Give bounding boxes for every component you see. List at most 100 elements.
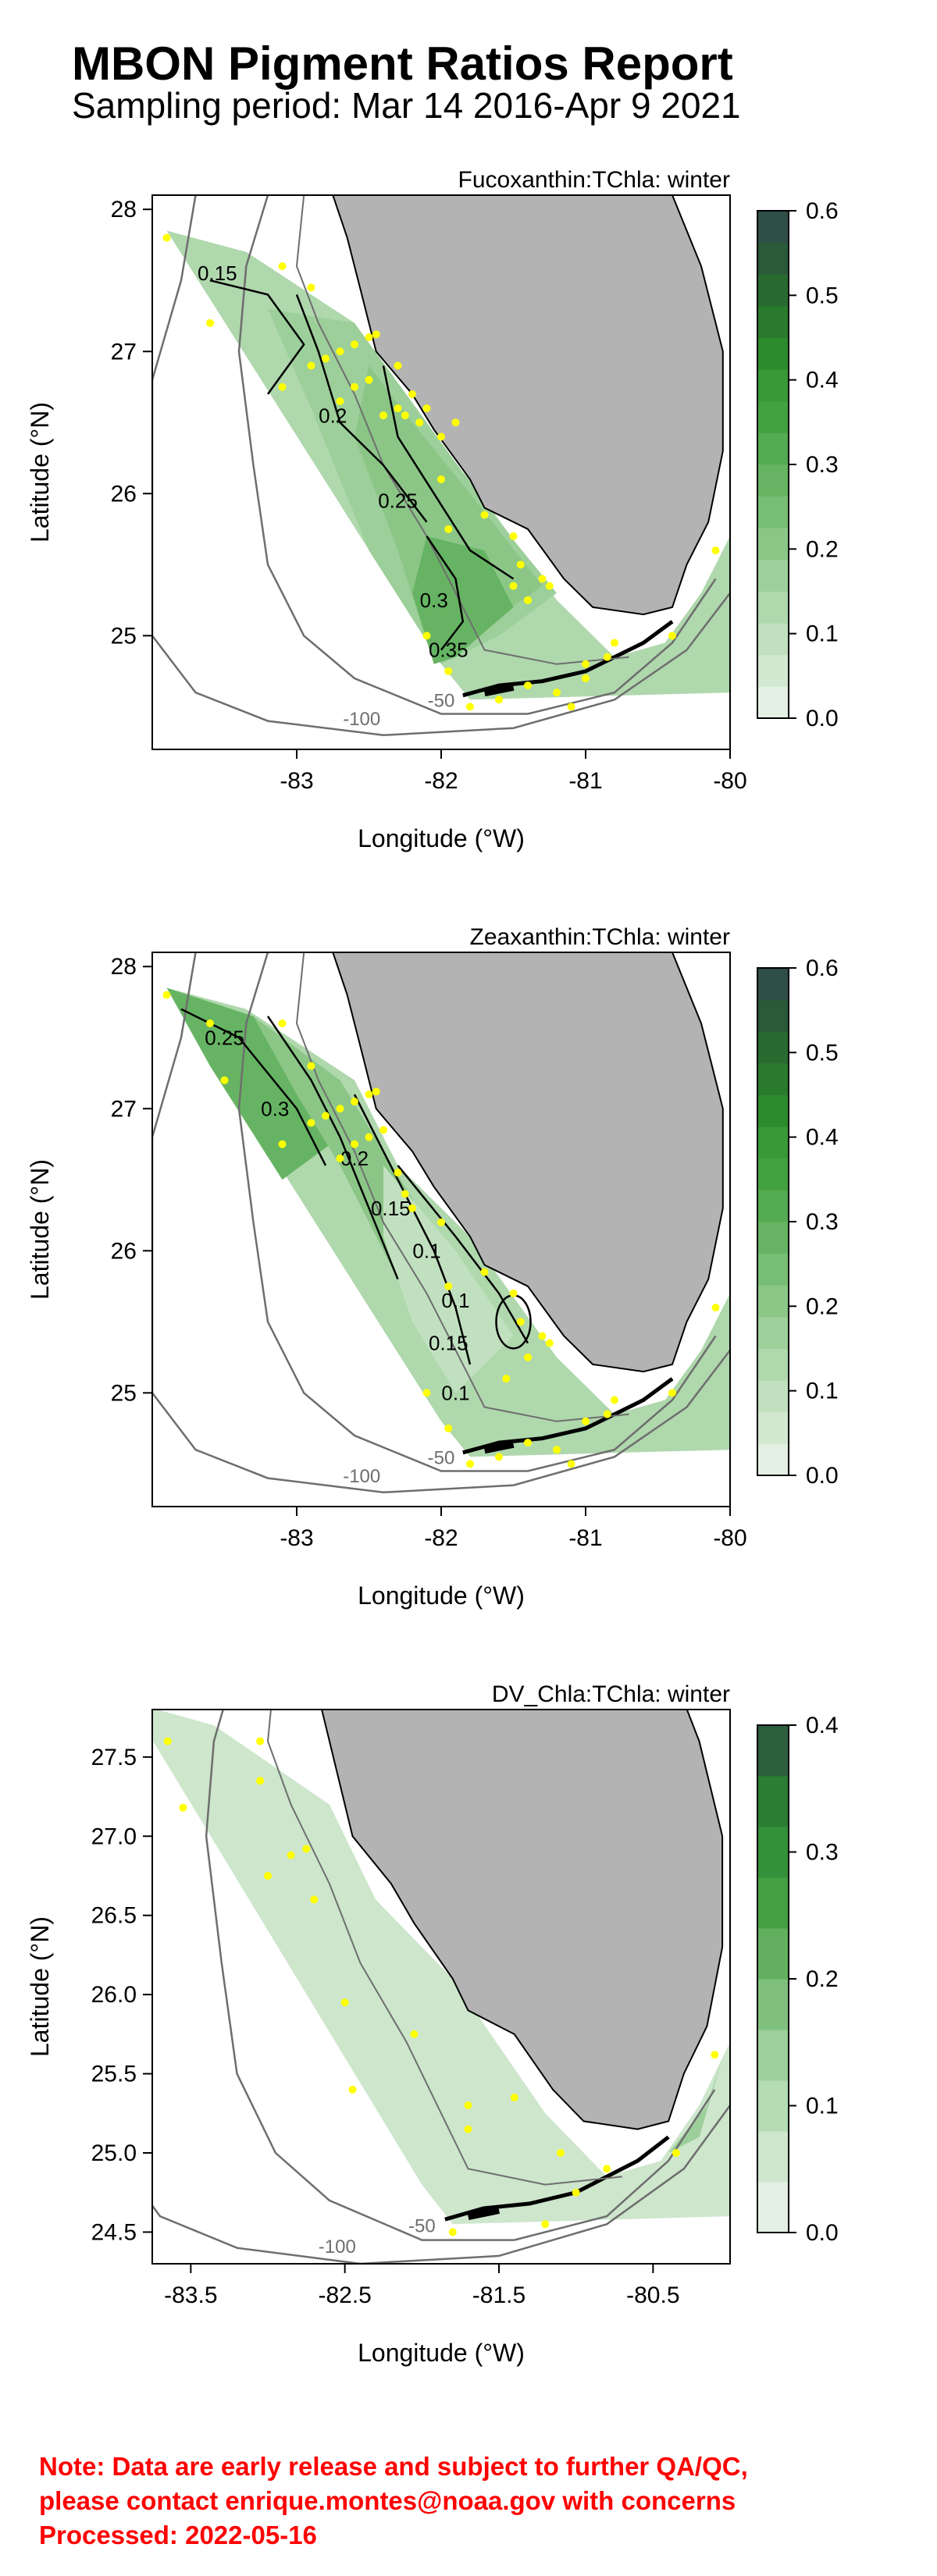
station-point: [302, 1845, 311, 1853]
contour-label: 0.35: [429, 639, 468, 662]
x-tick-label: -83.5: [164, 2282, 217, 2308]
colorbar-level: [757, 2131, 789, 2183]
station-point: [502, 1375, 511, 1383]
colorbar-tick-label: 0.0: [806, 1463, 839, 1489]
y-tick-label: 27: [111, 1096, 137, 1122]
station-point: [711, 546, 720, 555]
colorbar-level: [757, 464, 789, 497]
contour-line: [382, 365, 515, 580]
station-point: [524, 1439, 532, 1447]
station-point: [408, 390, 416, 398]
station-point: [545, 582, 554, 590]
station-point: [444, 1424, 453, 1432]
x-axis-label: Longitude (°W): [358, 1582, 525, 1610]
y-axis-label: Latitude (°N): [26, 1916, 54, 2057]
station-point: [278, 1140, 287, 1148]
y-tick-label: 25.0: [91, 2140, 137, 2166]
x-tick-label: -82: [424, 768, 458, 794]
map-area: -100 -50 0.15 0.2 0.25 0.3 0.35: [152, 195, 730, 737]
y-tick-label: 26.5: [91, 1903, 137, 1929]
colorbar-tick-label: 0.3: [806, 1840, 839, 1866]
x-tick-label: -81: [568, 768, 602, 794]
station-point: [451, 418, 460, 427]
colorbar-tick-label: 0.5: [806, 1040, 839, 1066]
x-tick-label: -81.5: [472, 2282, 526, 2308]
y-tick-label: 26.0: [91, 1982, 137, 2008]
map-area: -100-500.250.30.20.150.10.10.150.1: [152, 952, 730, 1494]
colorbar-level: [757, 211, 789, 244]
station-point: [464, 2125, 472, 2133]
x-tick-label: -81: [568, 1525, 602, 1551]
station-point: [466, 1460, 474, 1468]
colorbar-level: [757, 400, 789, 433]
station-point: [351, 1098, 358, 1106]
isobath-20: [295, 952, 629, 1422]
contour-line: [209, 279, 305, 395]
station-point: [516, 1318, 525, 1326]
station-point: [351, 1140, 358, 1148]
colorbar-level: [757, 1380, 789, 1413]
colorbar-level: [757, 1348, 789, 1381]
fucoxanthin-map-panel: Fucoxanthin:TChla: winter -100 -50 0.15 0.2 0…: [26, 167, 839, 852]
station-point: [711, 1304, 720, 1312]
contour-label: 0.3: [261, 1097, 289, 1120]
station-point: [437, 1218, 445, 1226]
station-point: [668, 1389, 676, 1397]
station-point: [582, 674, 590, 682]
colorbar-tick-label: 0.6: [806, 955, 839, 981]
note-line-1: Note: Data are early release and subject…: [39, 2452, 748, 2481]
station-point: [444, 1282, 453, 1290]
florida-land: [332, 952, 724, 1373]
station-point: [401, 1190, 409, 1198]
colorbar-tick-label: 0.1: [806, 2094, 839, 2119]
colorbar-level: [757, 1158, 789, 1190]
station-point: [256, 1737, 265, 1745]
colorbar-tick-label: 0.3: [806, 1209, 839, 1235]
station-point: [287, 1851, 295, 1859]
y-axis-label: Latitude (°N): [26, 1159, 54, 1300]
station-point: [567, 1460, 575, 1468]
level-band: [166, 987, 340, 1180]
station-point: [603, 653, 611, 661]
contour-label: 0.25: [205, 1026, 244, 1049]
isobath-label: -100: [343, 1466, 380, 1487]
station-point: [711, 2051, 719, 2059]
colorbar-level: [757, 1877, 789, 1929]
colorbar-level: [757, 1776, 789, 1827]
colorbar-tick-label: 0.0: [806, 2220, 839, 2246]
colorbar-level: [757, 2182, 789, 2233]
station-point: [372, 1087, 380, 1096]
colorbar-level: [757, 591, 789, 624]
contour-label: 0.1: [441, 1381, 469, 1404]
station-point: [379, 411, 387, 420]
station-point: [336, 1105, 344, 1113]
colorbar-level: [757, 242, 789, 275]
station-point: [572, 2188, 580, 2197]
colorbar-tick-label: 0.5: [806, 283, 839, 308]
report-subtitle: Sampling period: Mar 14 2016-Apr 9 2021: [72, 85, 741, 126]
x-tick-label: -83: [280, 768, 313, 794]
isobath-50: [237, 195, 717, 715]
station-point: [162, 991, 171, 999]
station-point: [340, 1998, 349, 2007]
station-point: [351, 340, 358, 349]
panel-title: Zeaxanthin:TChla: winter: [470, 924, 731, 950]
station-point: [365, 1133, 373, 1141]
colorbar-level: [757, 1253, 789, 1286]
colorbar-level: [757, 1126, 789, 1159]
florida-keys: [483, 682, 515, 697]
y-axis-label: Latitude (°N): [26, 402, 54, 543]
station-point: [611, 639, 618, 647]
station-point: [336, 397, 344, 405]
level-band: [668, 2058, 723, 2153]
isobath-100: [152, 195, 730, 737]
station-point: [162, 233, 171, 242]
station-point: [307, 361, 315, 370]
contour-label: 0.2: [319, 404, 347, 427]
colorbar-tick-label: 0.2: [806, 536, 839, 562]
isobath-label: -50: [428, 1447, 455, 1468]
contour-label: 0.25: [378, 489, 418, 513]
contour-line: [353, 1094, 472, 1365]
colorbar-level: [757, 968, 789, 1001]
plot-frame: [151, 1709, 731, 2265]
